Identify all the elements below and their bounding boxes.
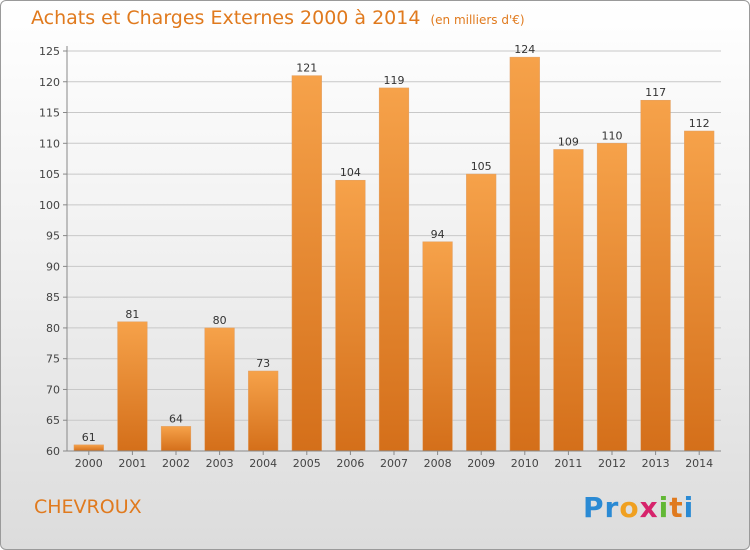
bar-2008 bbox=[422, 241, 453, 452]
logo-letter: i bbox=[683, 491, 695, 524]
x-tick-label-2000: 2000 bbox=[75, 457, 103, 470]
data-label-2014: 112 bbox=[689, 117, 710, 130]
bar-2013 bbox=[640, 99, 671, 452]
bar-2010 bbox=[509, 56, 540, 452]
x-tick-label-2001: 2001 bbox=[118, 457, 146, 470]
y-tick-label: 110 bbox=[39, 137, 60, 150]
y-tick-label: 60 bbox=[46, 445, 60, 458]
y-tick-label: 100 bbox=[39, 199, 60, 212]
bar-2011 bbox=[553, 149, 584, 452]
logo-letter: i bbox=[658, 491, 670, 524]
bar-2004 bbox=[248, 370, 279, 452]
data-label-2013: 117 bbox=[645, 86, 666, 99]
x-tick-label-2014: 2014 bbox=[685, 457, 713, 470]
y-tick-label: 90 bbox=[46, 260, 60, 273]
x-tick-label-2003: 2003 bbox=[206, 457, 234, 470]
logo-letter: o bbox=[619, 491, 640, 524]
x-tick-label-2013: 2013 bbox=[642, 457, 670, 470]
data-label-2010: 124 bbox=[514, 43, 535, 56]
y-tick-label: 125 bbox=[39, 45, 60, 58]
x-tick-label-2007: 2007 bbox=[380, 457, 408, 470]
x-tick-label-2006: 2006 bbox=[336, 457, 364, 470]
data-label-2009: 105 bbox=[471, 160, 492, 173]
data-label-2003: 80 bbox=[213, 314, 227, 327]
bar-2003 bbox=[204, 327, 235, 452]
y-tick-label: 75 bbox=[46, 353, 60, 366]
data-label-2006: 104 bbox=[340, 166, 361, 179]
bar-2001 bbox=[117, 321, 148, 452]
data-label-2002: 64 bbox=[169, 412, 183, 425]
logo-letter: t bbox=[669, 491, 684, 524]
y-tick-label: 65 bbox=[46, 414, 60, 427]
data-label-2012: 110 bbox=[602, 129, 623, 142]
bar-2012 bbox=[596, 143, 628, 452]
proxiti-logo: Proxiti bbox=[583, 491, 694, 524]
data-label-2007: 119 bbox=[384, 74, 405, 87]
y-tick-label: 105 bbox=[39, 168, 60, 181]
data-label-2000: 61 bbox=[82, 431, 96, 444]
x-tick-label-2009: 2009 bbox=[467, 457, 495, 470]
logo-letter: r bbox=[604, 491, 620, 524]
bar-2002 bbox=[160, 426, 192, 452]
place-name: CHEVROUX bbox=[34, 496, 142, 518]
y-tick-label: 95 bbox=[46, 230, 60, 243]
x-tick-label-2011: 2011 bbox=[554, 457, 582, 470]
y-tick-label: 80 bbox=[46, 322, 60, 335]
logo-letter: P bbox=[583, 491, 605, 524]
data-label-2011: 109 bbox=[558, 135, 579, 148]
data-label-2004: 73 bbox=[256, 357, 270, 370]
x-tick-label-2002: 2002 bbox=[162, 457, 190, 470]
bar-2000 bbox=[73, 444, 104, 452]
bar-2006 bbox=[335, 179, 366, 452]
bar-2009 bbox=[466, 173, 497, 452]
x-tick-label-2005: 2005 bbox=[293, 457, 321, 470]
y-tick-label: 120 bbox=[39, 76, 60, 89]
x-tick-label-2010: 2010 bbox=[511, 457, 539, 470]
x-tick-label-2012: 2012 bbox=[598, 457, 626, 470]
data-label-2008: 94 bbox=[431, 228, 445, 241]
logo-letter: x bbox=[639, 491, 659, 524]
chart-title: Achats et Charges Externes 2000 à 2014 (e… bbox=[31, 7, 525, 29]
x-tick-label-2004: 2004 bbox=[249, 457, 277, 470]
x-tick-label-2008: 2008 bbox=[424, 457, 452, 470]
data-label-2005: 121 bbox=[296, 62, 317, 75]
y-tick-label: 85 bbox=[46, 291, 60, 304]
title-text: Achats et Charges Externes 2000 à 2014 bbox=[31, 7, 421, 29]
bar-2014 bbox=[684, 130, 715, 452]
bar-2005 bbox=[291, 75, 322, 452]
data-label-2001: 81 bbox=[125, 308, 139, 321]
y-tick-label: 115 bbox=[39, 107, 60, 120]
subtitle-text: (en milliers d'€) bbox=[430, 13, 525, 27]
bar-2007 bbox=[378, 87, 410, 452]
y-tick-label: 70 bbox=[46, 383, 60, 396]
